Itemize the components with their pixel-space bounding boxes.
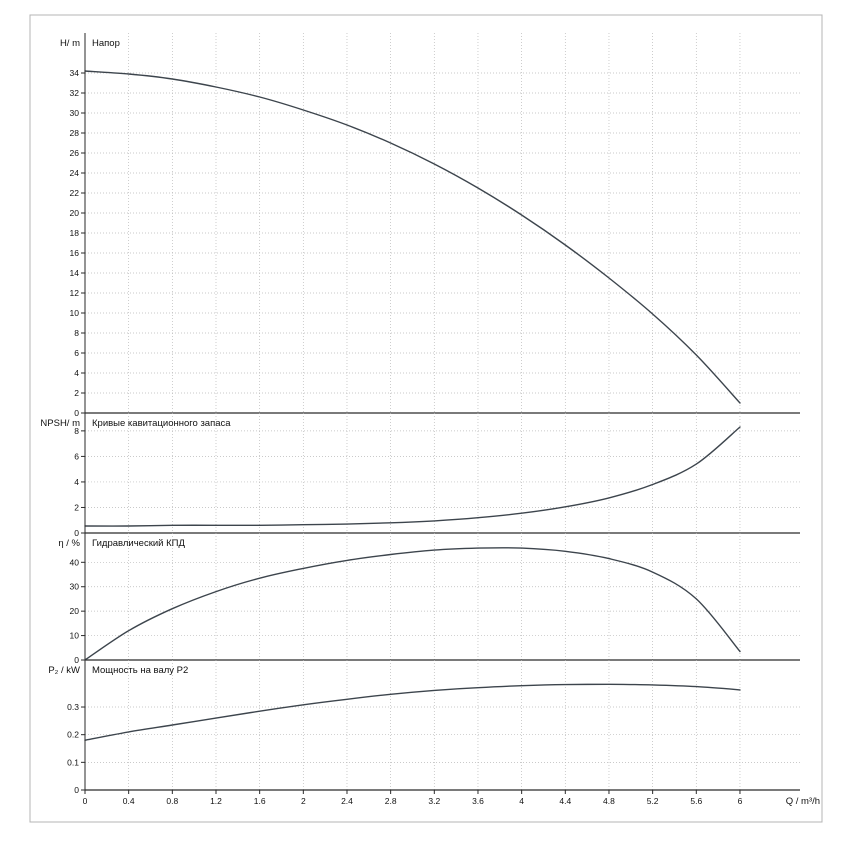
x-tick-label: 3.6 (472, 796, 484, 806)
x-tick-label: 4 (519, 796, 524, 806)
panel-title-head: Напор (92, 38, 120, 49)
y-tick-label: 2 (74, 388, 79, 398)
y-tick-label: 0.2 (67, 730, 79, 740)
figure-border (29, 14, 823, 823)
x-tick-label: 5.6 (690, 796, 702, 806)
y-tick-label: 28 (70, 128, 80, 138)
y-tick-label: 14 (70, 268, 80, 278)
y-tick-label: 30 (70, 582, 80, 592)
y-tick-label: 0 (74, 785, 79, 795)
y-tick-label: 12 (70, 288, 80, 298)
y-tick-label: 0.3 (67, 702, 79, 712)
efficiency-curve (84, 547, 741, 661)
x-tick-label: 1.6 (254, 796, 266, 806)
y-tick-label: 6 (74, 348, 79, 358)
x-tick-label: 0.8 (166, 796, 178, 806)
y-tick-label: 30 (70, 108, 80, 118)
y-tick-label: 34 (70, 68, 80, 78)
grid-head (85, 33, 800, 413)
x-tick-label: 3.2 (428, 796, 440, 806)
y-axis-label-npsh: NPSH/ m (40, 418, 80, 429)
y-axis-label-power-p2: P₂ / kW (48, 665, 80, 676)
grid-power-p2 (85, 660, 800, 790)
x-axis: 0 0.4 0.8 1.2 1.6 2 2.4 2.8 3.2 3.6 4 4.4 4.8 5.2 5.6 6… (83, 790, 820, 807)
y-tick-label: 2 (74, 502, 79, 512)
panel-power-p2: 0 0.1 0.2 0.3 P₂ / kW Мощность на валу P2 (48, 660, 800, 795)
x-tick-label: 2 (301, 796, 306, 806)
y-tick-label: 22 (70, 188, 80, 198)
y-tick-label: 4 (74, 477, 79, 487)
y-tick-label: 18 (70, 228, 80, 238)
y-tick-label: 6 (74, 451, 79, 461)
head-curve (84, 70, 741, 404)
panel-title-efficiency: Гидравлический КПД (92, 538, 185, 549)
x-tick-label: 2.8 (385, 796, 397, 806)
x-tick-label: 1.2 (210, 796, 222, 806)
y-tick-label: 20 (70, 208, 80, 218)
npsh-curve (84, 426, 741, 527)
y-tick-label: 10 (70, 631, 80, 641)
y-tick-label: 4 (74, 368, 79, 378)
x-tick-label: 4.4 (559, 796, 571, 806)
x-tick-label: 6 (738, 796, 743, 806)
y-tick-label: 0 (74, 655, 79, 665)
y-tick-label: 26 (70, 148, 80, 158)
x-tick-label: 4.8 (603, 796, 615, 806)
panel-title-npsh: Кривые кавитационного запаса (92, 418, 231, 429)
y-axis-label-head: H/ m (60, 38, 80, 49)
x-tick-label: 2.4 (341, 796, 353, 806)
grid-npsh (85, 413, 800, 533)
x-tick-label: 0.4 (123, 796, 135, 806)
power-p2-curve (84, 683, 741, 741)
y-tick-label: 0 (74, 408, 79, 418)
y-tick-label: 10 (70, 308, 80, 318)
grid-efficiency (85, 533, 800, 660)
panel-title-power-p2: Мощность на валу P2 (92, 665, 188, 676)
y-tick-label: 8 (74, 328, 79, 338)
y-tick-label: 0.1 (67, 757, 79, 767)
x-tick-label: 5.2 (647, 796, 659, 806)
y-tick-label: 8 (74, 426, 79, 436)
x-tick-label: 0 (83, 796, 88, 806)
y-tick-label: 40 (70, 557, 80, 567)
panel-efficiency: 0 10 20 30 40 η / % Гидравлический КПД (58, 533, 800, 665)
y-axis-label-efficiency: η / % (58, 538, 80, 549)
y-tick-label: 0 (74, 528, 79, 538)
y-tick-label: 16 (70, 248, 80, 258)
y-tick-label: 20 (70, 606, 80, 616)
x-axis-label: Q / m³/h (786, 796, 820, 807)
y-tick-label: 24 (70, 168, 80, 178)
y-tick-label: 32 (70, 88, 80, 98)
